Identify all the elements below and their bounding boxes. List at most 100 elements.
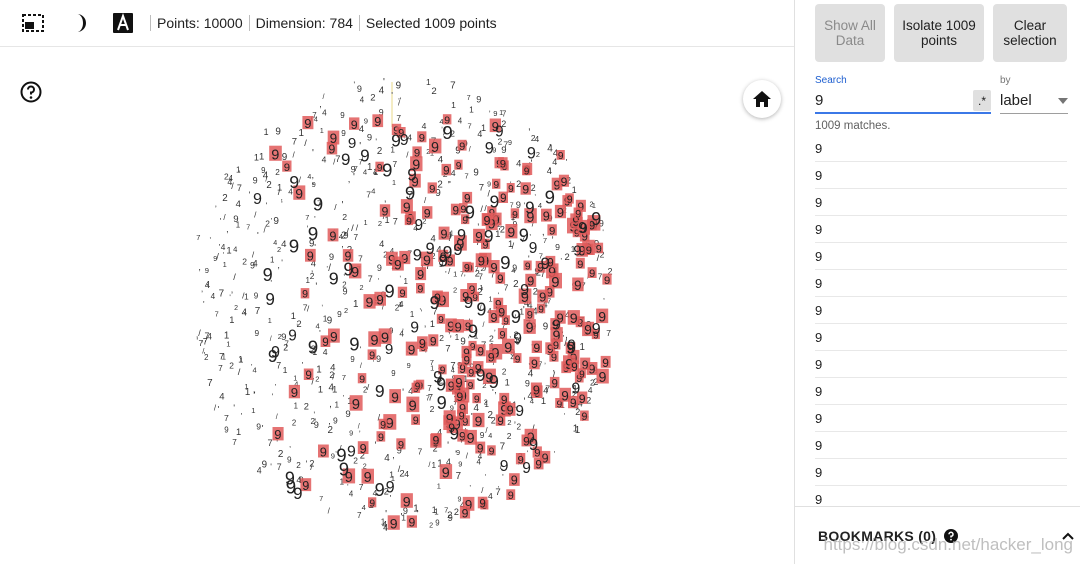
selected-point[interactable]: 9 [406,515,417,530]
selected-point[interactable]: 9 [457,362,468,376]
selected-point[interactable]: 9 [489,118,501,134]
selected-point[interactable]: 9 [327,228,339,243]
bookmarks-panel[interactable]: BOOKMARKS (0) [795,506,1080,565]
selected-point[interactable]: 9 [462,192,473,206]
selected-point[interactable]: 9 [445,378,457,394]
selected-point[interactable]: 9 [510,208,520,221]
selected-point[interactable]: 9 [400,493,413,510]
selected-point[interactable]: 9 [457,409,466,423]
selected-point[interactable]: 9 [464,429,477,447]
selected-point[interactable]: 9 [545,255,556,270]
selected-point[interactable]: 9 [523,260,532,273]
selected-point[interactable]: 9 [467,283,477,297]
selected-point[interactable]: 9 [524,208,537,226]
selected-point[interactable]: 9 [551,177,563,193]
selected-point[interactable]: 9 [496,305,507,319]
match-list-item[interactable]: 9 [815,459,1067,486]
selected-point[interactable]: 9 [374,291,386,308]
selected-point[interactable]: 9 [472,393,481,406]
selected-point[interactable]: 9 [453,374,465,391]
selected-point[interactable]: 9 [367,349,377,362]
selected-point[interactable]: 9 [572,227,581,240]
selected-point[interactable]: 9 [573,207,583,221]
selected-point[interactable]: 9 [576,243,588,258]
selected-point[interactable]: 9 [498,157,508,171]
selected-point[interactable]: 9 [475,253,487,269]
selected-point[interactable]: 9 [300,288,310,301]
selected-point[interactable]: 9 [602,273,612,287]
selected-point[interactable]: 9 [357,373,367,386]
selected-point[interactable]: 9 [570,213,582,229]
selected-point[interactable]: 9 [472,413,485,429]
chevron-up-icon[interactable] [1061,529,1075,543]
selected-point[interactable]: 9 [522,165,531,178]
selected-point[interactable]: 9 [533,457,544,472]
selected-point[interactable]: 9 [451,416,463,432]
selected-point[interactable]: 9 [549,272,562,291]
selected-point[interactable]: 9 [318,444,329,459]
selected-point[interactable]: 9 [305,248,316,264]
selected-point[interactable]: 9 [532,446,542,460]
selected-point[interactable]: 9 [454,235,467,253]
selected-point[interactable]: 9 [457,401,468,416]
selected-point[interactable]: 9 [389,389,401,405]
selected-point[interactable]: 9 [461,214,470,227]
selected-point[interactable]: 9 [272,427,284,442]
selected-point[interactable]: 9 [288,384,300,400]
selected-point[interactable]: 9 [415,267,427,282]
selected-point[interactable]: 9 [269,145,282,164]
match-list-item[interactable]: 9 [815,324,1067,351]
selected-point[interactable]: 9 [551,338,561,352]
selected-point[interactable]: 9 [582,322,594,338]
selected-point[interactable]: 9 [438,227,450,242]
selected-point[interactable]: 9 [378,418,388,432]
selected-point[interactable]: 9 [392,256,404,273]
selected-point[interactable]: 9 [446,420,457,435]
selected-point[interactable]: 9 [525,308,535,321]
match-list-item[interactable]: 9 [815,270,1067,297]
selected-point[interactable]: 9 [579,230,590,244]
selected-point[interactable]: 9 [591,329,600,342]
selected-point[interactable]: 9 [577,368,586,381]
selected-point[interactable]: 9 [372,114,384,129]
selected-point[interactable]: 9 [432,290,443,306]
selected-point[interactable]: 9 [535,261,546,275]
selected-point[interactable]: 9 [349,263,362,281]
selected-point[interactable]: 9 [568,395,579,410]
selected-point[interactable]: 9 [556,150,565,162]
selected-point[interactable]: 9 [428,334,439,348]
selected-point[interactable]: 9 [404,215,414,228]
selected-point[interactable]: 9 [452,319,464,334]
match-list-item[interactable]: 9 [815,189,1067,216]
selected-point[interactable]: 9 [457,139,467,153]
selected-point[interactable]: 9 [454,159,463,172]
selected-point[interactable]: 9 [454,389,465,404]
selected-point[interactable]: 9 [499,393,510,407]
selected-point[interactable]: 9 [550,327,563,345]
bookmarks-help-icon[interactable] [944,529,959,543]
selected-point[interactable]: 9 [361,468,375,487]
match-list-item[interactable]: 9 [815,378,1067,405]
selected-point[interactable]: 9 [459,203,468,216]
selected-point[interactable]: 9 [481,238,490,252]
selected-point[interactable]: 9 [537,303,546,316]
selected-point[interactable]: 9 [349,117,360,132]
selected-point[interactable]: 9 [468,340,477,353]
selected-point[interactable]: 9 [387,515,400,531]
selected-point[interactable]: 9 [486,350,497,365]
selected-point[interactable]: 9 [580,410,589,424]
selected-point[interactable]: 9 [472,361,484,376]
selected-point[interactable]: 9 [544,286,555,300]
selected-point[interactable]: 9 [594,242,604,256]
selected-point[interactable]: 9 [587,218,597,233]
selected-point[interactable]: 9 [488,310,500,325]
selected-point[interactable]: 9 [391,123,402,137]
selected-point[interactable]: 9 [554,310,566,325]
selected-point[interactable]: 9 [513,353,522,365]
selected-point[interactable]: 9 [459,506,471,521]
selected-point[interactable]: 9 [569,360,580,374]
selected-point[interactable]: 9 [495,272,506,286]
selected-point[interactable]: 9 [506,183,515,195]
selected-point[interactable]: 9 [457,429,468,444]
match-list-item[interactable]: 9 [815,135,1067,162]
